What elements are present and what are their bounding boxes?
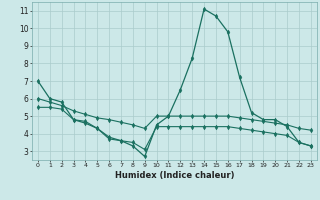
X-axis label: Humidex (Indice chaleur): Humidex (Indice chaleur)	[115, 171, 234, 180]
